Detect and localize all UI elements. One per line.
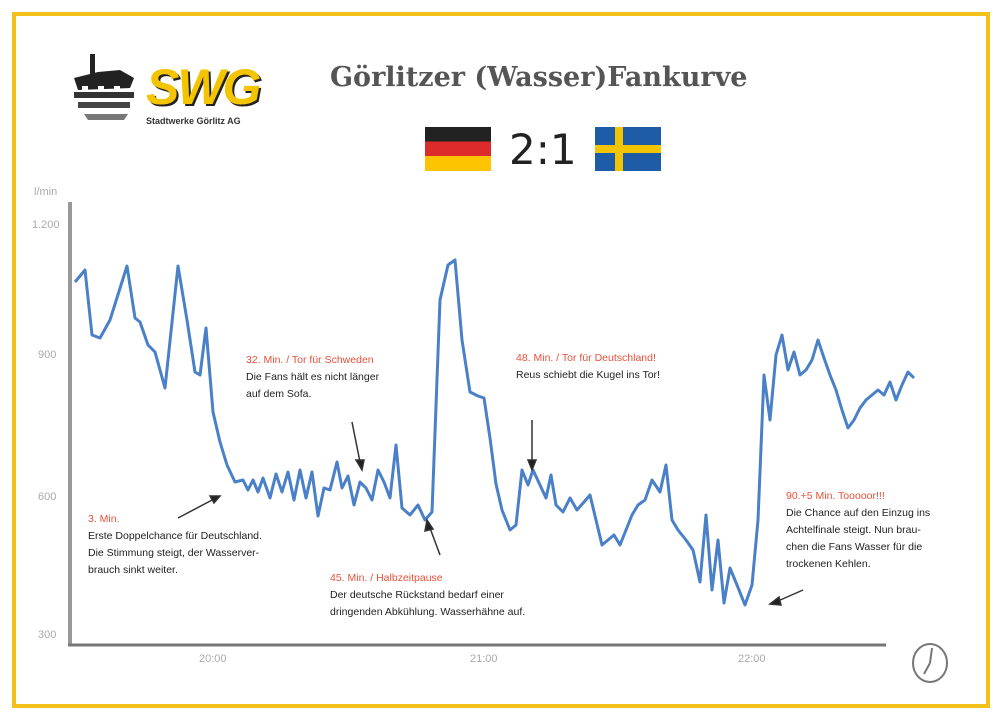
x-tick: 22:00 — [738, 653, 766, 665]
x-tick: 21:00 — [470, 653, 498, 665]
annotation-arrow — [177, 498, 215, 519]
annotation-arrow — [351, 421, 361, 463]
annotation-text: Die Fans hält es nicht länger auf dem So… — [246, 371, 380, 400]
annotation-text: Erste Doppelchance für Deutschland. Die … — [88, 530, 262, 576]
germany-flag-icon — [425, 127, 491, 171]
arrowhead-icon — [208, 495, 222, 505]
arrowhead-icon — [768, 595, 782, 606]
annotation-text: Der deutsche Rückstand bedarf einer drin… — [330, 589, 526, 618]
chart-title: Görlitzer (Wasser)Fankurve — [330, 62, 748, 93]
arrowhead-icon — [526, 459, 538, 473]
y-tick: 300 — [38, 629, 57, 641]
logo-subtitle: Stadtwerke Görlitz AG — [146, 116, 241, 126]
match-score: 2:1 — [509, 124, 577, 174]
building-icon — [74, 54, 134, 120]
annotation-heading: 3. Min. — [88, 513, 120, 525]
sweden-flag-icon — [594, 127, 661, 171]
annotation-heading: 90.+5 Min. Tooooor!!! — [786, 490, 885, 502]
score-row: 2:1 — [425, 124, 661, 174]
annotation-min48: 48. Min. / Tor für Deutschland! Reus sch… — [516, 350, 726, 384]
poster-frame — [12, 12, 990, 708]
y-tick: 1.200 — [32, 219, 60, 231]
y-tick: 600 — [38, 491, 57, 503]
annotation-min32: 32. Min. / Tor für Schweden Die Fans häl… — [246, 352, 436, 403]
annotation-arrow — [429, 527, 441, 556]
arrowhead-icon — [354, 459, 365, 473]
swg-logo: SWG Stadtwerke Görlitz AG — [68, 50, 288, 134]
annotation-min95: 90.+5 Min. Tooooor!!! Die Chance auf den… — [786, 488, 976, 573]
annotation-heading: 45. Min. / Halbzeitpause — [330, 572, 443, 584]
clock-icon — [912, 643, 948, 683]
annotation-min45: 45. Min. / Halbzeitpause Der deutsche Rü… — [330, 570, 610, 621]
annotation-heading: 48. Min. / Tor für Deutschland! — [516, 352, 656, 364]
arrowhead-icon — [424, 518, 435, 533]
y-tick: 900 — [38, 349, 57, 361]
water-usage-line — [73, 258, 916, 607]
logo-wordmark: SWG — [146, 59, 261, 115]
x-tick: 20:00 — [199, 653, 227, 665]
annotation-heading: 32. Min. / Tor für Schweden — [246, 354, 374, 366]
annotation-text: Die Chance auf den Einzug ins Achtelfina… — [786, 507, 931, 570]
y-axis-unit: l/min — [34, 186, 58, 198]
annotation-text: Reus schiebt die Kugel ins Tor! — [516, 369, 660, 381]
annotation-min3: 3. Min. Erste Doppelchance für Deutschla… — [88, 511, 328, 579]
annotation-arrow — [777, 589, 804, 602]
